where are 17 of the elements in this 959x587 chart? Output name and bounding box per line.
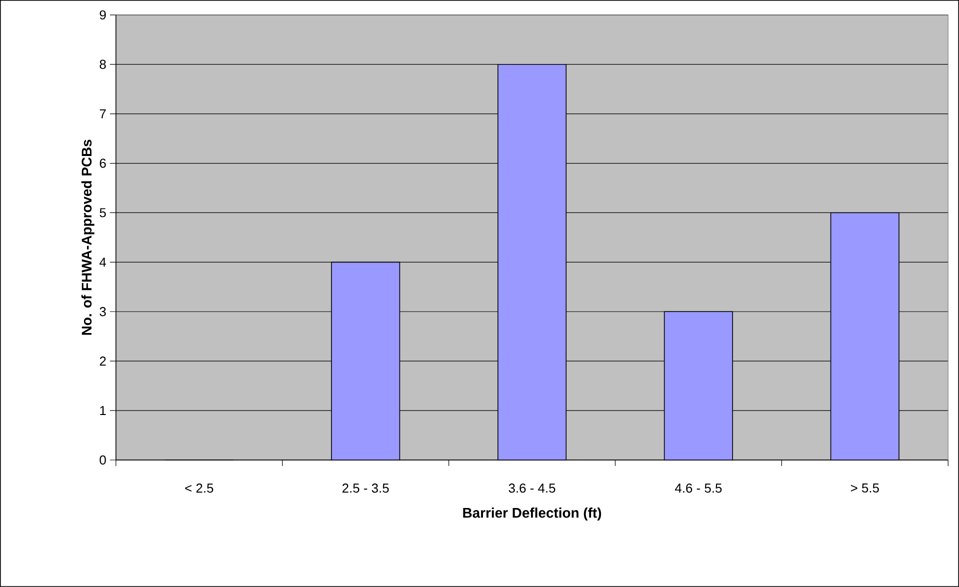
y-tick-label: 3 [100,307,106,316]
y-tick-label: 7 [100,109,106,118]
y-tick-label: 8 [100,60,106,69]
y-axis-title: No. of FHWA-Approved PCBs [81,140,94,335]
y-tick-label: 1 [100,406,106,416]
y-tick-label: 0 [100,455,106,465]
y-tick-label: 2 [100,356,106,366]
y-tick-label: 4 [99,258,106,267]
x-tick-label: 3.6 - 4.5 [508,484,556,493]
x-tick-label: 4.6 - 5.5 [674,484,722,493]
y-tick-label: 9 [100,10,106,20]
x-tick-label: 2.5 - 3.5 [342,484,389,493]
x-axis-title: Barrier Deflection (ft) [463,508,602,521]
x-tick-label: < 2.5 [185,484,214,493]
y-tick-label: 5 [100,208,106,218]
x-tick-label: > 5.5 [850,484,879,493]
y-tick-label: 6 [100,158,106,168]
